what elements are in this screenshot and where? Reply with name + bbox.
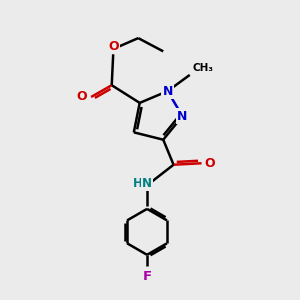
Text: H: H [133, 177, 142, 190]
Text: CH₃: CH₃ [192, 63, 213, 74]
Text: N: N [177, 110, 188, 123]
Text: O: O [108, 40, 119, 53]
Text: N: N [163, 85, 173, 98]
Text: N: N [142, 177, 152, 190]
Text: O: O [205, 157, 215, 170]
Text: O: O [76, 91, 87, 103]
Text: F: F [142, 270, 152, 283]
